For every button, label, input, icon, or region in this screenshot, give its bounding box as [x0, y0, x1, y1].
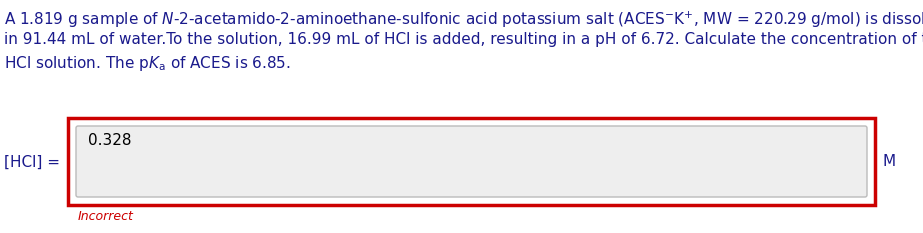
FancyBboxPatch shape [76, 126, 867, 197]
Text: [HCl] =: [HCl] = [4, 154, 60, 169]
Text: Incorrect: Incorrect [78, 210, 134, 223]
Text: HCl solution. The p$\it{K}_{\rm{a}}$ of ACES is 6.85.: HCl solution. The p$\it{K}_{\rm{a}}$ of … [4, 54, 291, 73]
Text: M: M [882, 154, 895, 169]
Text: A 1.819 g sample of $\it{N}$-2-acetamido-2-aminoethane-sulfonic acid potassium s: A 1.819 g sample of $\it{N}$-2-acetamido… [4, 10, 923, 30]
Text: in 91.44 mL of water.To the solution, 16.99 mL of HCl is added, resulting in a p: in 91.44 mL of water.To the solution, 16… [4, 32, 923, 47]
Bar [68, 118, 875, 205]
Text: 0.328: 0.328 [88, 133, 131, 148]
